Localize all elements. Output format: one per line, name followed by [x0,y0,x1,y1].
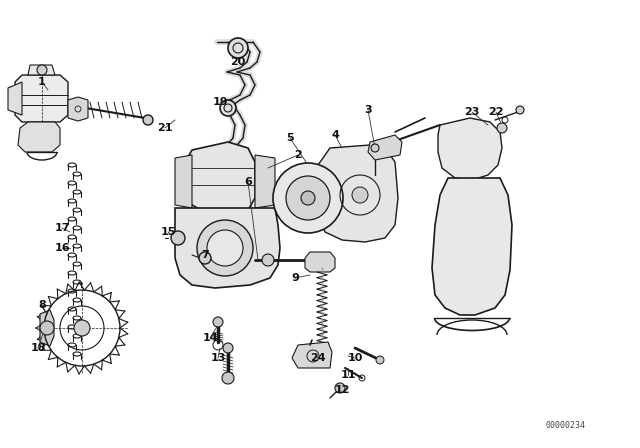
Polygon shape [175,208,280,288]
Circle shape [335,383,345,393]
Circle shape [207,230,243,266]
Text: 11: 11 [340,370,356,380]
Text: 19: 19 [212,97,228,107]
Polygon shape [18,122,60,152]
Circle shape [228,38,248,58]
Circle shape [273,163,343,233]
Text: 4: 4 [331,130,339,140]
Circle shape [220,100,236,116]
Circle shape [199,252,211,264]
Circle shape [371,144,379,152]
Text: 8: 8 [38,300,46,310]
Circle shape [143,115,153,125]
Circle shape [301,191,315,205]
Text: 6: 6 [244,177,252,187]
Circle shape [40,321,54,335]
Polygon shape [438,118,502,180]
Text: 3: 3 [364,105,372,115]
Circle shape [286,176,330,220]
Text: 9: 9 [291,273,299,283]
Text: 14: 14 [202,333,218,343]
Circle shape [352,187,368,203]
Text: 20: 20 [230,57,246,67]
Text: 22: 22 [488,107,504,117]
Polygon shape [28,122,55,135]
Circle shape [197,220,253,276]
Text: 21: 21 [157,123,173,133]
Polygon shape [8,82,22,115]
Text: 24: 24 [310,353,326,363]
Polygon shape [255,155,275,208]
Text: 2: 2 [294,150,302,160]
Text: 10: 10 [348,353,363,363]
Text: 12: 12 [334,385,349,395]
Circle shape [376,356,384,364]
Circle shape [171,231,185,245]
Circle shape [516,106,524,114]
Circle shape [222,372,234,384]
Polygon shape [318,145,398,242]
Text: 1: 1 [38,77,46,87]
Text: 23: 23 [464,107,480,117]
Circle shape [74,320,90,336]
Polygon shape [175,155,192,208]
Polygon shape [292,342,332,368]
Text: 13: 13 [211,353,226,363]
Text: 17: 17 [54,223,70,233]
Circle shape [37,65,47,75]
Polygon shape [185,142,255,215]
Polygon shape [40,310,54,346]
Text: 18: 18 [30,343,45,353]
Polygon shape [432,178,512,315]
Polygon shape [68,97,88,121]
Text: 15: 15 [160,227,176,237]
Text: 16: 16 [54,243,70,253]
Circle shape [223,343,233,353]
Text: 7: 7 [201,250,209,260]
Text: 00000234: 00000234 [545,421,585,430]
Polygon shape [15,75,68,122]
Circle shape [262,254,274,266]
Polygon shape [28,65,55,75]
Polygon shape [305,252,335,272]
Circle shape [213,317,223,327]
Polygon shape [368,135,402,160]
Text: 5: 5 [286,133,294,143]
Circle shape [497,123,507,133]
